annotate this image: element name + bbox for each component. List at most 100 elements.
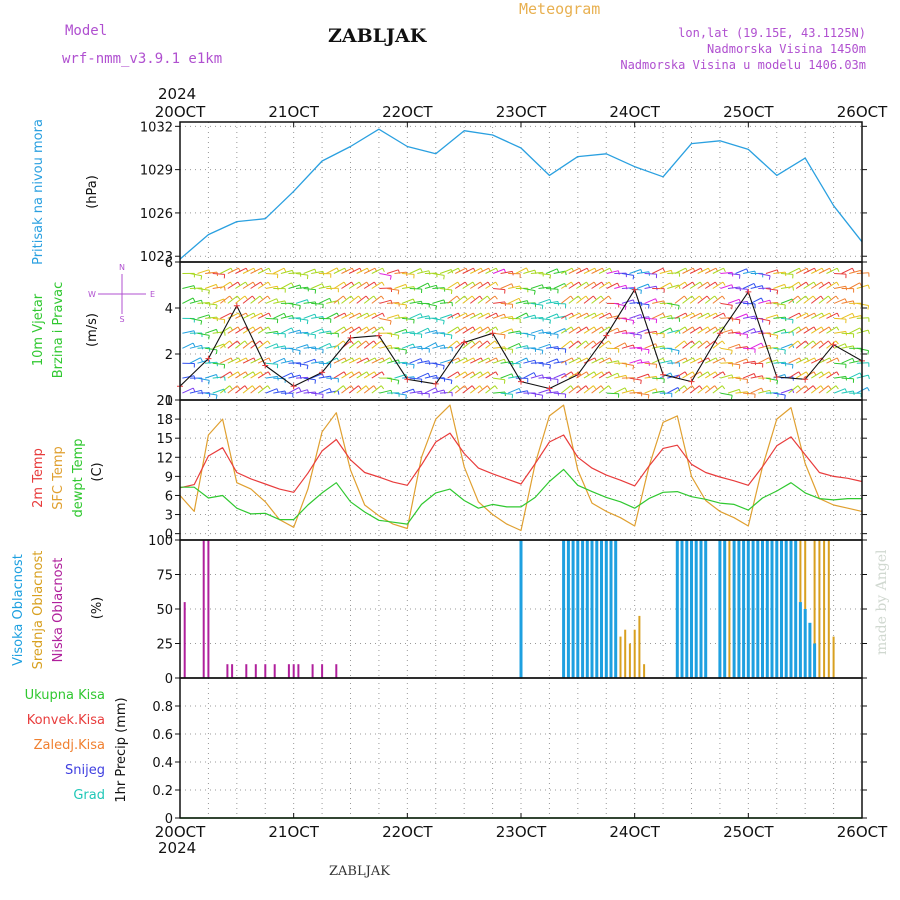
wind-barb-flag [768, 357, 772, 362]
wind-barb-flag [442, 365, 445, 370]
wind-barb [704, 312, 717, 319]
wind-barb [295, 299, 308, 304]
wind-barb-flag [472, 371, 476, 376]
wind-barb [439, 301, 453, 304]
wind-barb-flag [608, 295, 612, 300]
wind-barb [189, 389, 202, 394]
wind-barb [780, 273, 794, 275]
wind-barb-flag [792, 331, 794, 336]
wind-barb [265, 388, 278, 394]
wind-barb [712, 340, 723, 349]
wind-barb [394, 347, 407, 351]
wind-barb [530, 392, 543, 396]
wind-barb [704, 385, 716, 394]
wind-barb [500, 373, 512, 379]
wind-barb [363, 295, 375, 304]
wind-barb [727, 376, 740, 379]
cloud-bar [798, 602, 802, 678]
wind-barb [356, 312, 368, 319]
wind-barb [462, 357, 474, 364]
y-tick-label: 0.2 [152, 784, 173, 799]
wind-barb [773, 328, 785, 334]
wind-barb [765, 288, 778, 291]
wind-barb [303, 332, 316, 336]
wind-barb [773, 347, 786, 351]
wind-barb-flag [526, 300, 529, 305]
wind-barb [273, 390, 286, 394]
wind-barb [591, 326, 602, 334]
wind-barb [712, 357, 724, 364]
wind-barb [818, 357, 830, 364]
wind-barb [333, 281, 345, 289]
wind-barb [363, 312, 376, 319]
wind-barb [402, 331, 415, 334]
wind-barb [803, 326, 815, 334]
wind-barb-flag [350, 385, 354, 390]
y-tick-label: 0.8 [152, 700, 173, 715]
wind-barb [780, 298, 793, 304]
wind-barb-flag [684, 326, 688, 331]
wind-barb-flag [427, 327, 431, 333]
wind-barb-flag [435, 305, 438, 310]
y-tick-label: 0 [165, 672, 173, 687]
wind-barb-flag [503, 379, 506, 384]
wind-barb [826, 312, 838, 319]
wind-barb [485, 357, 497, 364]
wind-barb-flag [342, 385, 347, 390]
wind-barb-flag [389, 275, 392, 280]
wind-barb [849, 315, 862, 319]
wind-unit: (m/s) [85, 313, 100, 347]
wind-barb-flag [662, 267, 666, 273]
wind-barb [386, 332, 399, 336]
wind-barb-flag [684, 385, 688, 390]
wind-barb [629, 269, 641, 274]
wind-barb [546, 391, 559, 394]
wind-barb [348, 281, 360, 289]
wind-barb [834, 375, 846, 379]
wind-barb-flag [721, 295, 726, 300]
wind-barb-flag [259, 340, 263, 345]
wind-barb [500, 316, 513, 319]
cloud-bar [827, 540, 830, 678]
wind-barb-flag [471, 295, 476, 300]
wind-barb [523, 359, 536, 364]
wind-barb [538, 273, 551, 276]
wind-barb [462, 281, 474, 289]
wind-barb [742, 373, 755, 379]
mid-cloud-label: Srednja Oblacnost [31, 551, 46, 670]
wind-barb-flag [617, 373, 620, 378]
wind-barb [311, 328, 323, 334]
wind-marker [773, 374, 780, 380]
wind-barb [394, 271, 407, 274]
dewpt-line [180, 468, 862, 525]
cloud-bar [770, 540, 774, 678]
wind-marker [489, 330, 496, 337]
wind-barb [212, 317, 225, 320]
wind-barb [720, 271, 733, 274]
wind-barb-flag [480, 371, 484, 376]
wind-barb-flag [267, 295, 271, 300]
wind-barb [386, 347, 400, 349]
wind-barb-flag [229, 371, 234, 376]
wind-barb [795, 295, 806, 304]
wind-barb-flag [526, 312, 529, 317]
wind-barb-flag [390, 345, 393, 350]
wind-barb-flag [200, 275, 203, 280]
wind-barb [826, 371, 837, 379]
wind-barb-flag [373, 371, 377, 376]
wind-barb [811, 357, 823, 364]
wind-barb [409, 390, 422, 394]
wind-barb [553, 373, 565, 379]
wind-barb [826, 357, 838, 364]
wind-barb [667, 272, 680, 274]
wind-barb [735, 358, 747, 364]
wind-barb-flag [714, 371, 718, 376]
wind-barb-flag [252, 371, 256, 376]
wind-barb [386, 269, 399, 274]
cloud-bar [264, 664, 267, 678]
wind-barb-flag [714, 385, 718, 390]
wind-barb [250, 371, 261, 379]
wind-barb-flag [405, 394, 407, 399]
wind-barb [614, 387, 626, 394]
wind-barb [402, 362, 415, 365]
